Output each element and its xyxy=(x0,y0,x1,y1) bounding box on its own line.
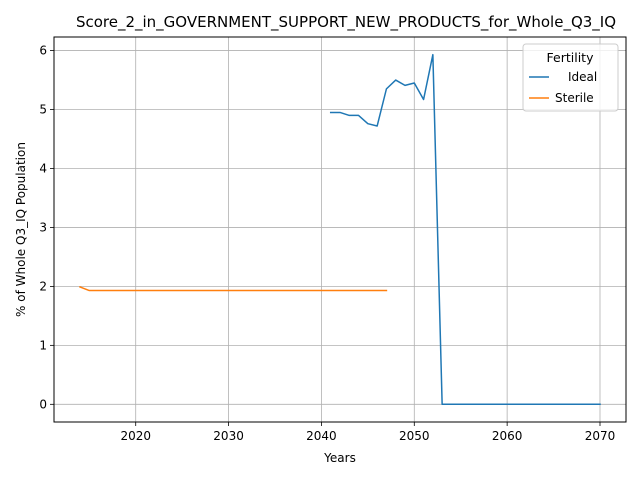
legend-label-sterile: Sterile xyxy=(555,91,594,105)
x-tick-label: 2040 xyxy=(306,429,337,443)
plot-frame xyxy=(53,36,627,423)
y-tick-label: 2 xyxy=(39,279,47,293)
series-layer xyxy=(79,53,601,406)
y-tick-label: 5 xyxy=(39,103,47,117)
x-axis-label: Years xyxy=(323,451,356,465)
x-tick-label: 2020 xyxy=(120,429,151,443)
x-tick-label: 2070 xyxy=(585,429,616,443)
legend-box xyxy=(522,43,619,112)
x-tick-label: 2030 xyxy=(213,429,244,443)
series-line-sterile xyxy=(79,286,388,292)
legend: Fertility Ideal Sterile xyxy=(522,43,619,112)
grid-lines xyxy=(54,37,626,422)
axis-ticks: 2020 2030 2040 2050 2060 2070 0 1 2 3 4 5 6 xyxy=(39,44,615,443)
y-tick-label: 6 xyxy=(39,44,47,58)
y-tick-label: 1 xyxy=(39,338,47,352)
series-line-ideal xyxy=(329,53,601,406)
y-axis-label: % of Whole Q3_IQ Population xyxy=(14,142,28,317)
x-tick-label: 2050 xyxy=(399,429,430,443)
x-tick-label: 2060 xyxy=(492,429,523,443)
legend-title: Fertility xyxy=(547,50,595,65)
y-tick-label: 3 xyxy=(39,220,47,234)
y-tick-label: 4 xyxy=(39,161,47,175)
y-tick-label: 0 xyxy=(39,397,47,411)
legend-label-ideal: Ideal xyxy=(568,70,597,84)
chart-title: Score_2_in_GOVERNMENT_SUPPORT_NEW_PRODUC… xyxy=(76,13,616,32)
